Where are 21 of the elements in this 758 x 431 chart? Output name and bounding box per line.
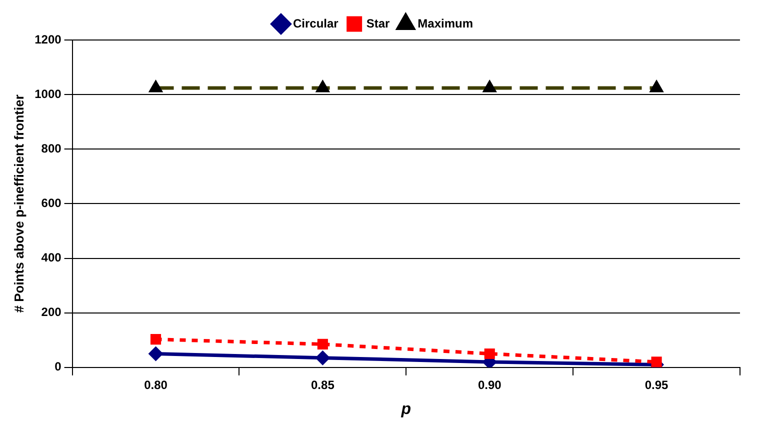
legend-label: Star — [366, 16, 390, 30]
y-tick-label: 800 — [41, 141, 62, 156]
y-tick-label: 1200 — [34, 32, 62, 46]
point — [149, 347, 163, 361]
y-tick-label: 0 — [54, 360, 62, 374]
x-tick-label: 0.90 — [478, 378, 502, 392]
y-tick-label: 600 — [41, 196, 62, 210]
point — [317, 338, 328, 350]
x-tick-label: 0.95 — [644, 378, 669, 392]
y-tick-label: 200 — [41, 305, 62, 320]
x-axis-title: p — [400, 400, 412, 418]
legend-label: Maximum — [418, 16, 474, 30]
y-axis-title: # Points above p-inefficient frontier — [11, 94, 26, 313]
point — [484, 348, 495, 360]
point — [316, 351, 330, 365]
y-tick-label: 400 — [41, 250, 62, 265]
x-tick-label: 0.80 — [144, 378, 168, 392]
x-tick-label: 0.85 — [311, 378, 335, 392]
point — [150, 334, 162, 345]
y-tick-label: 1000 — [34, 86, 62, 101]
legend-label: Circular — [292, 16, 339, 30]
